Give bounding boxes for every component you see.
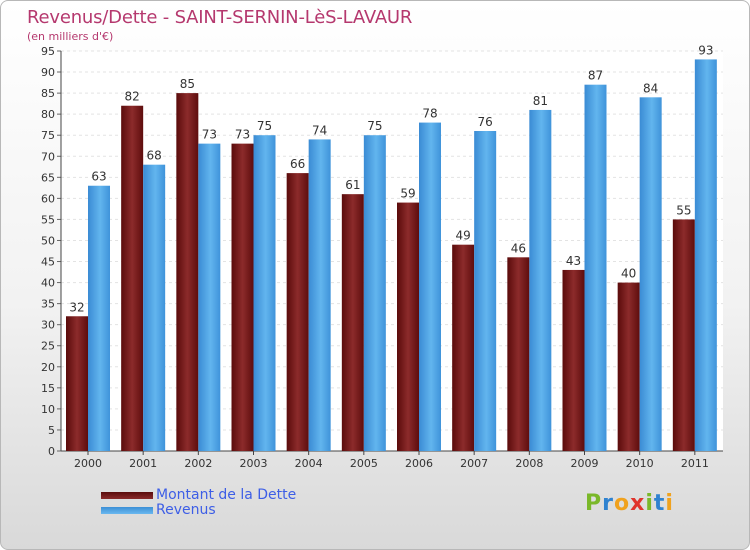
data-label-revenue: 76 [478, 115, 493, 129]
y-tick-label: 95 [41, 45, 55, 58]
bar-revenue [363, 135, 386, 452]
logo-letter: i [645, 491, 654, 516]
bar-debt [562, 269, 585, 451]
y-tick-label: 90 [41, 66, 55, 79]
x-tick-label: 2001 [129, 457, 157, 470]
y-tick-label: 5 [48, 424, 55, 437]
data-label-debt: 49 [456, 229, 471, 243]
bar-debt [452, 244, 475, 451]
data-label-revenue: 81 [533, 94, 548, 108]
logo-letter: P [585, 491, 603, 516]
x-tick-label: 2010 [626, 457, 654, 470]
bar-revenue [584, 84, 607, 452]
data-label-debt: 61 [345, 178, 360, 192]
bar-revenue [529, 109, 552, 452]
logo-letter: x [630, 491, 646, 516]
data-label-revenue: 75 [257, 119, 272, 133]
y-tick-label: 55 [41, 213, 55, 226]
x-tick-label: 2000 [74, 457, 102, 470]
logo-letter: o [613, 491, 631, 516]
x-tick-label: 2002 [184, 457, 212, 470]
data-label-revenue: 63 [91, 170, 106, 184]
proxiti-logo: Proxiti [585, 491, 674, 516]
data-label-debt: 46 [511, 241, 526, 255]
legend-item-revenue: Revenus [101, 502, 216, 518]
legend-label-debt: Montant de la Dette [156, 487, 297, 503]
bar-debt [672, 219, 695, 451]
y-tick-label: 25 [41, 340, 55, 353]
data-label-revenue: 74 [312, 123, 327, 137]
data-label-revenue: 84 [643, 81, 658, 95]
bar-revenue [694, 59, 717, 451]
data-label-revenue: 87 [588, 69, 603, 83]
y-tick-label: 0 [48, 445, 55, 458]
y-tick-label: 15 [41, 382, 55, 395]
bar-debt [231, 143, 254, 451]
y-tick-label: 65 [41, 171, 55, 184]
bar-revenue [143, 164, 166, 451]
x-tick-label: 2005 [350, 457, 378, 470]
y-tick-label: 60 [41, 192, 55, 205]
y-tick-label: 35 [41, 298, 55, 311]
x-tick-label: 2004 [295, 457, 323, 470]
y-tick-label: 50 [41, 234, 55, 247]
y-tick-label: 30 [41, 319, 55, 332]
logo-letter: i [665, 491, 674, 516]
data-label-debt: 82 [125, 90, 140, 104]
data-label-debt: 85 [180, 77, 195, 91]
y-tick-label: 85 [41, 87, 55, 100]
data-label-revenue: 75 [367, 119, 382, 133]
y-tick-label: 70 [41, 150, 55, 163]
y-tick-label: 20 [41, 361, 55, 374]
bar-revenue [198, 143, 221, 451]
bar-revenue [419, 122, 441, 451]
bar-revenue [474, 131, 497, 451]
chart-title: Revenus/Dette - SAINT-SERNIN-LèS-LAVAUR [27, 7, 413, 28]
data-label-revenue: 73 [202, 128, 217, 142]
legend-item-debt: Montant de la Dette [101, 487, 296, 503]
data-label-debt: 66 [290, 157, 305, 171]
data-label-debt: 40 [621, 267, 636, 281]
legend-swatch-debt [101, 491, 153, 499]
chart-subtitle: (en milliers d'€) [27, 30, 114, 43]
bar-revenue [88, 185, 110, 451]
x-tick-label: 2008 [515, 457, 543, 470]
plot-area [61, 51, 723, 451]
bar-revenue [253, 135, 276, 452]
data-label-debt: 32 [69, 300, 84, 314]
data-label-revenue: 78 [422, 107, 437, 121]
legend-swatch-revenue [101, 506, 153, 514]
y-tick-label: 10 [41, 403, 55, 416]
bar-revenue [639, 97, 662, 451]
bar-debt [176, 93, 199, 452]
bar-debt [617, 282, 640, 451]
logo-letter: t [653, 491, 666, 516]
bar-debt [286, 173, 309, 451]
x-tick-label: 2003 [240, 457, 268, 470]
bar-debt [341, 194, 364, 451]
data-label-debt: 43 [566, 254, 581, 268]
bar-debt [397, 202, 419, 451]
x-tick-label: 2006 [405, 457, 433, 470]
logo-letter: r [602, 491, 614, 516]
bar-debt [121, 105, 144, 451]
x-tick-label: 2009 [571, 457, 599, 470]
data-label-debt: 55 [676, 203, 691, 217]
bar-debt [507, 257, 530, 451]
y-tick-label: 80 [41, 108, 55, 121]
bar-debt [66, 316, 88, 451]
data-label-revenue: 68 [147, 149, 162, 163]
y-tick-label: 40 [41, 277, 55, 290]
data-label-debt: 73 [235, 128, 250, 142]
x-tick-label: 2011 [681, 457, 709, 470]
legend-label-revenue: Revenus [156, 502, 216, 518]
data-label-debt: 59 [400, 187, 415, 201]
x-tick-label: 2007 [460, 457, 488, 470]
data-label-revenue: 93 [698, 43, 713, 57]
bar-revenue [308, 139, 331, 451]
y-tick-label: 75 [41, 129, 55, 142]
y-tick-label: 45 [41, 256, 55, 269]
